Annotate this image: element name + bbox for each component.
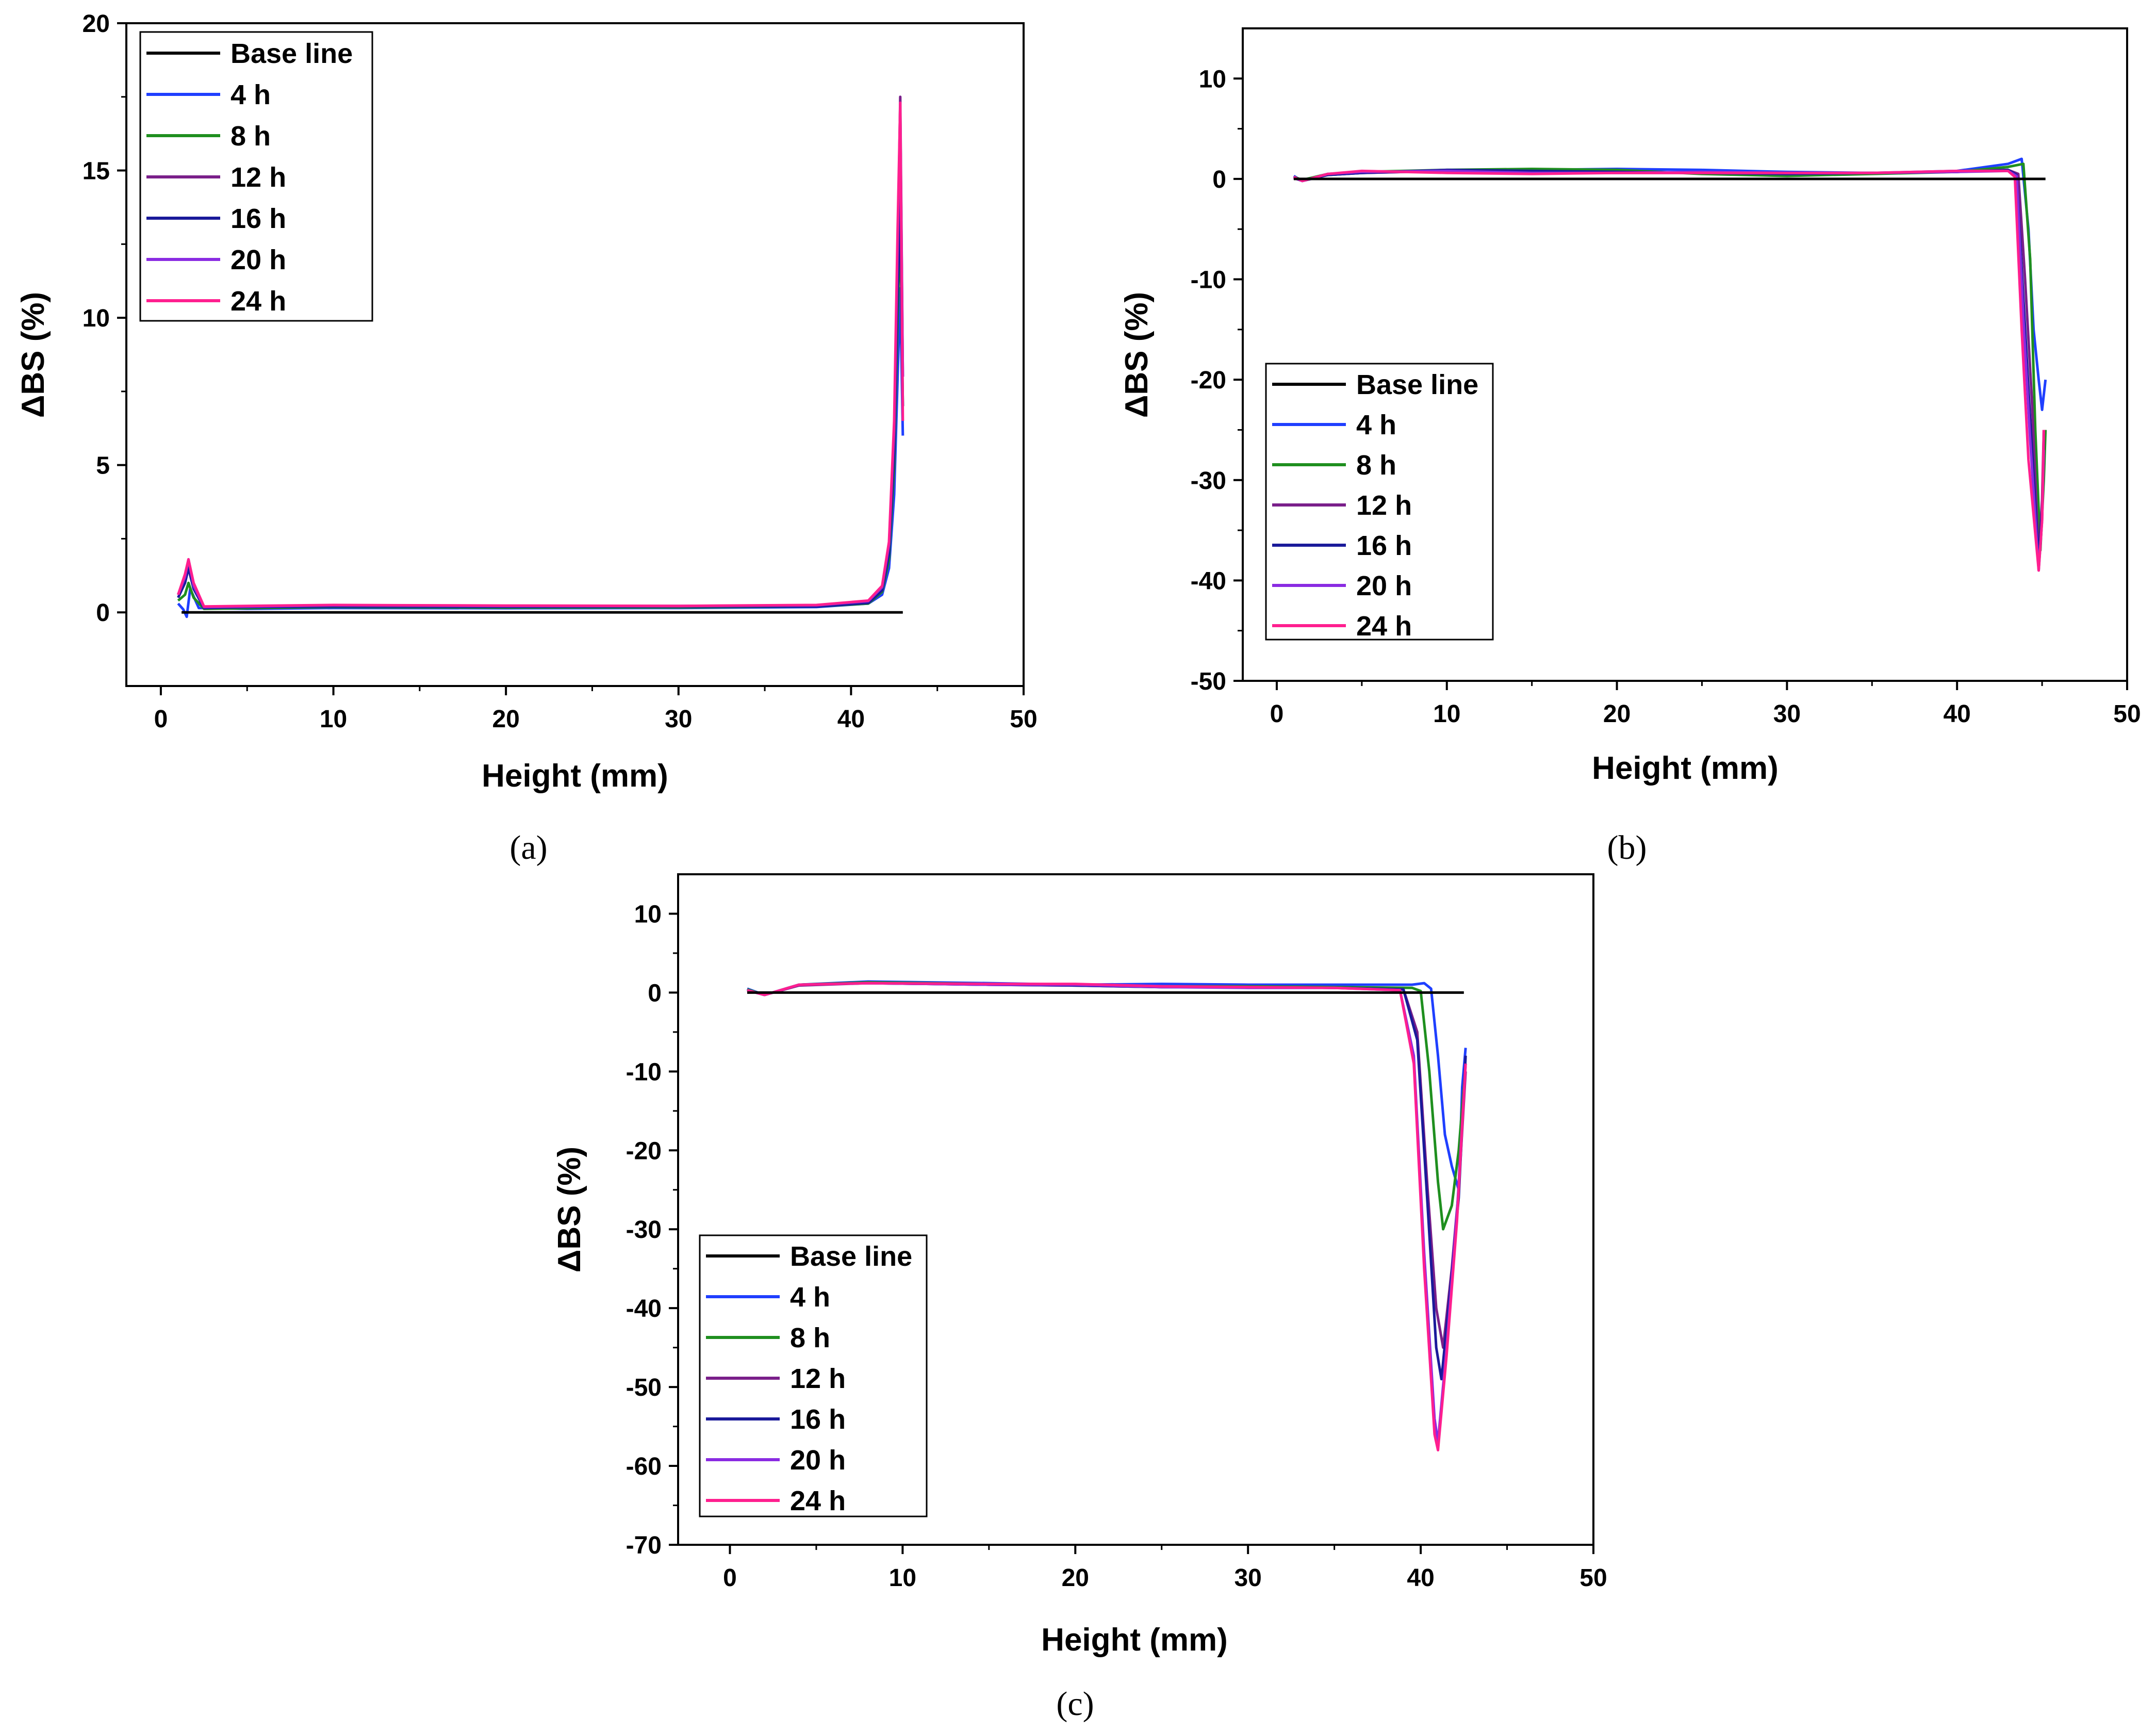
- legend-label: 16 h: [1356, 530, 1412, 561]
- x-tick-label: 20: [1062, 1564, 1089, 1592]
- legend-label: 20 h: [231, 244, 286, 275]
- legend-label: 12 h: [790, 1363, 846, 1394]
- x-tick-label: 50: [2113, 700, 2141, 728]
- y-tick-label: 0: [96, 599, 110, 627]
- series-line-8-h: [747, 981, 1467, 1231]
- x-tick-label: 10: [320, 706, 347, 733]
- plot-frame: [677, 873, 1594, 1546]
- legend-label: Base line: [1356, 369, 1478, 400]
- y-tick-label: -40: [626, 1295, 662, 1322]
- legend-label: 4 h: [231, 79, 271, 110]
- series-line-24-h: [177, 101, 904, 608]
- chart-c: 0 10 20 30 40 50 -70 -60 -50 -40 -30 -20 -10 0 10 Heigh…: [552, 873, 1607, 1658]
- legend-label: 24 h: [231, 286, 286, 317]
- legend-label: 4 h: [790, 1282, 830, 1313]
- y-tick-label: 0: [648, 979, 662, 1007]
- x-tick-label: 10: [1433, 700, 1460, 728]
- legend: Base line 4 h 8 h 12 h 16 h 20 h 24 h: [1265, 363, 1494, 642]
- legend-label: Base line: [790, 1241, 912, 1272]
- x-tick-label: 0: [723, 1564, 737, 1592]
- y-tick-label: -60: [626, 1453, 662, 1480]
- chart-b: 0 10 20 30 40 50 -50 -40 -30 -20 -10 0 10 Height (mm)…: [1119, 27, 2141, 786]
- legend-box: [1265, 363, 1494, 641]
- series-line-24-h: [747, 982, 1467, 1451]
- legend-label: 24 h: [1356, 611, 1412, 642]
- y-tick-label: 10: [634, 901, 662, 928]
- x-tick-label: 40: [1407, 1564, 1434, 1592]
- y-tick-label: 5: [96, 452, 110, 480]
- y-tick-label: 20: [83, 10, 110, 38]
- x-tick-label: 20: [492, 706, 519, 733]
- legend: Base line 4 h 8 h 12 h 16 h 20 h 24 h: [699, 1234, 928, 1517]
- y-axis-title: ΔBS (%): [15, 292, 51, 418]
- series-line-4-h: [177, 287, 904, 618]
- legend: Base line 4 h 8 h 12 h 16 h 20 h 24 h: [139, 31, 373, 322]
- y-tick-label: 10: [1199, 66, 1226, 93]
- panel-label-a: (a): [509, 829, 547, 867]
- plot-frame: [125, 22, 1025, 687]
- legend-label: 16 h: [790, 1404, 846, 1435]
- legend-label: 8 h: [790, 1322, 830, 1353]
- legend-box: [699, 1234, 928, 1517]
- x-tick-label: 50: [1579, 1564, 1607, 1592]
- x-axis-title: Height (mm): [482, 758, 668, 794]
- y-axis-title: ΔBS (%): [1119, 292, 1155, 418]
- panel-label-b: (b): [1607, 829, 1647, 867]
- x-tick-label: 30: [665, 706, 692, 733]
- x-tick-label: 10: [889, 1564, 916, 1592]
- x-tick-label: 30: [1234, 1564, 1261, 1592]
- x-tick-label: 50: [1010, 706, 1037, 733]
- legend-label: Base line: [231, 38, 353, 69]
- y-tick-label: 10: [83, 305, 110, 332]
- legend-label: 8 h: [1356, 450, 1396, 481]
- y-tick-label: -30: [1191, 467, 1226, 495]
- y-tick-label: 15: [83, 158, 110, 185]
- x-axis-title: Height (mm): [1041, 1622, 1228, 1658]
- legend-box: [139, 31, 373, 322]
- legend-label: 20 h: [790, 1445, 846, 1476]
- legend-label: 20 h: [1356, 570, 1412, 601]
- legend-label: 24 h: [790, 1485, 846, 1516]
- legend-label: 16 h: [231, 203, 286, 234]
- x-tick-label: 30: [1773, 700, 1801, 728]
- y-tick-label: -20: [1191, 367, 1226, 394]
- y-tick-label: -10: [626, 1058, 662, 1086]
- y-tick-label: -20: [626, 1137, 662, 1165]
- legend-label: 8 h: [231, 121, 271, 152]
- legend-label: 12 h: [1356, 490, 1412, 521]
- y-tick-label: -30: [626, 1216, 662, 1244]
- legend-label: 4 h: [1356, 410, 1396, 440]
- x-tick-label: 0: [154, 706, 168, 733]
- x-tick-label: 40: [1943, 700, 1970, 728]
- plot-frame: [1242, 27, 2128, 682]
- x-tick-label: 0: [1270, 700, 1284, 728]
- x-tick-label: 40: [837, 706, 865, 733]
- x-axis-title: Height (mm): [1592, 750, 1779, 786]
- x-tick-label: 20: [1603, 700, 1631, 728]
- y-tick-label: -50: [1191, 668, 1226, 695]
- y-tick-label: -40: [1191, 567, 1226, 595]
- panel-label-c: (c): [1056, 1685, 1094, 1723]
- y-tick-label: -70: [626, 1532, 662, 1559]
- y-tick-label: -10: [1191, 267, 1226, 294]
- y-tick-label: -50: [626, 1374, 662, 1401]
- legend-label: 12 h: [231, 162, 286, 193]
- y-axis-title: ΔBS (%): [552, 1147, 587, 1272]
- y-tick-label: 0: [1212, 166, 1226, 193]
- series-line-24-h: [1293, 169, 2045, 572]
- series-line-4-h: [747, 980, 1467, 1191]
- chart-a: 0 10 20 30 40 50 0 5 10 15 20 Height (mm) ΔBS (%) Bas…: [15, 10, 1038, 794]
